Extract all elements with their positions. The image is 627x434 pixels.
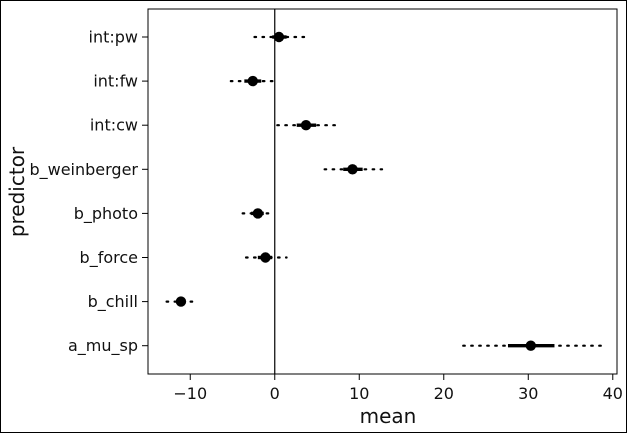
y-tick-label: b_weinberger: [29, 160, 138, 180]
x-tick-label: 40: [603, 384, 623, 403]
y-tick-label: b_force: [80, 248, 138, 268]
marks-group: [165, 31, 606, 351]
mean-point: [525, 340, 537, 351]
mean-point: [252, 208, 264, 219]
y-tick-label: b_photo: [74, 204, 138, 224]
y-tick-label: a_mu_sp: [68, 336, 138, 356]
y-tick-label: int:cw: [90, 116, 138, 135]
mean-point: [175, 296, 187, 307]
x-axis-label: mean: [360, 404, 417, 428]
mean-point: [300, 120, 312, 131]
mean-point: [260, 252, 271, 263]
x-tick-label: 10: [349, 384, 369, 403]
mean-point: [247, 75, 258, 87]
y-tick-label: int:pw: [89, 28, 139, 47]
mean-point: [347, 164, 358, 175]
y-tick-label: int:fw: [93, 72, 138, 91]
mean-point: [273, 31, 285, 43]
axes-group: −10 0 10 20 30 40 int:pw int:fw int:cw b_weinberg…: [29, 8, 623, 403]
plot-panel: [147, 8, 618, 375]
x-tick-label: −10: [173, 384, 207, 403]
x-tick-label: 20: [434, 384, 454, 403]
x-tick-label: 30: [518, 384, 538, 403]
y-axis-label: predictor: [5, 146, 29, 237]
y-tick-label: b_chill: [88, 292, 138, 312]
x-tick-label: 0: [270, 384, 280, 403]
